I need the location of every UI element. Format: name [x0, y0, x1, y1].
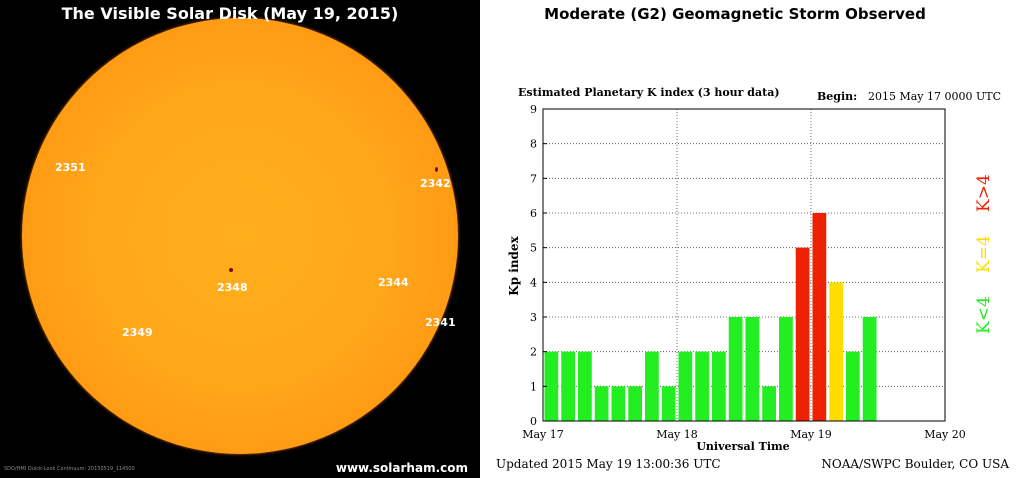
kp-index-chart: Estimated Planetary K index (3 hour data…	[496, 86, 1009, 471]
kp-bar	[578, 351, 592, 421]
kp-bar	[762, 386, 776, 421]
solar-disk-panel: The Visible Solar Disk (May 19, 2015) 23…	[0, 0, 480, 478]
kp-bar	[712, 351, 726, 421]
region-label: 2351	[55, 161, 86, 174]
kp-bar	[561, 351, 575, 421]
legend-entry: K=4	[974, 235, 994, 273]
image-caption: SDO/HMI Quick-Look Continuum: 20150519_1…	[4, 466, 135, 472]
kp-bar	[812, 213, 827, 421]
kp-bar	[628, 386, 642, 421]
y-tick-label: 3	[530, 311, 537, 324]
y-tick-label: 7	[530, 172, 537, 185]
kp-bar	[695, 351, 709, 421]
region-label: 2349	[122, 326, 153, 339]
solar-disk-title: The Visible Solar Disk (May 19, 2015)	[61, 4, 399, 23]
y-tick-label: 4	[530, 276, 537, 289]
y-axis-label: Kp index	[507, 235, 521, 295]
y-tick-label: 5	[530, 242, 537, 255]
chart-title: Estimated Planetary K index (3 hour data…	[518, 86, 780, 99]
kp-bar	[678, 351, 693, 421]
y-tick-labels: 0 1 2 3 4 5 6 7 8 9	[530, 103, 547, 428]
sunspot	[435, 167, 438, 172]
bars	[544, 213, 877, 421]
region-label: 2348	[217, 281, 248, 294]
kp-bar	[645, 351, 659, 421]
kp-bar	[862, 317, 877, 421]
watermark: www.solarham.com	[335, 461, 468, 475]
legend-entry: K<4	[974, 296, 994, 334]
solar-disk-image	[22, 18, 458, 454]
x-tick-label: May 20	[924, 428, 966, 441]
kp-bar	[846, 351, 860, 421]
kp-bar	[745, 317, 760, 421]
x-tick-label: May 17	[522, 428, 564, 441]
x-axis-label: Universal Time	[696, 440, 789, 453]
begin-value: 2015 May 17 0000 UTC	[868, 90, 1001, 103]
region-label: 2341	[425, 316, 456, 329]
source-credit: NOAA/SWPC Boulder, CO USA	[821, 457, 1009, 471]
y-tick-label: 8	[530, 138, 537, 151]
y-tick-label: 2	[530, 346, 537, 359]
kp-bar	[544, 351, 559, 421]
kp-bar	[661, 386, 676, 421]
region-label: 2344	[378, 276, 409, 289]
updated-timestamp: Updated 2015 May 19 13:00:36 UTC	[496, 457, 721, 471]
y-tick-label: 0	[530, 415, 537, 428]
y-tick-label: 6	[530, 207, 537, 220]
x-tick-label: May 18	[656, 428, 698, 441]
sunspot	[229, 268, 233, 272]
kp-bar	[728, 317, 743, 421]
plot-frame	[542, 108, 946, 422]
kp-bar	[779, 317, 793, 421]
kp-bar	[795, 247, 810, 421]
grid-lines	[543, 109, 945, 421]
kp-bar	[594, 386, 609, 421]
begin-label: Begin:	[817, 90, 857, 103]
x-tick-label: May 19	[790, 428, 832, 441]
x-tick-labels: May 17 May 18 May 19 May 20	[522, 428, 966, 441]
kp-bar	[829, 282, 843, 421]
region-label: 2342	[420, 177, 451, 190]
kp-bar	[611, 386, 626, 421]
y-tick-label: 1	[530, 380, 537, 393]
legend-entry: K>4	[974, 174, 994, 212]
legend: K<4 K=4 K>4	[974, 174, 994, 334]
y-tick-label: 9	[530, 103, 537, 116]
storm-title: Moderate (G2) Geomagnetic Storm Observed	[544, 5, 926, 23]
